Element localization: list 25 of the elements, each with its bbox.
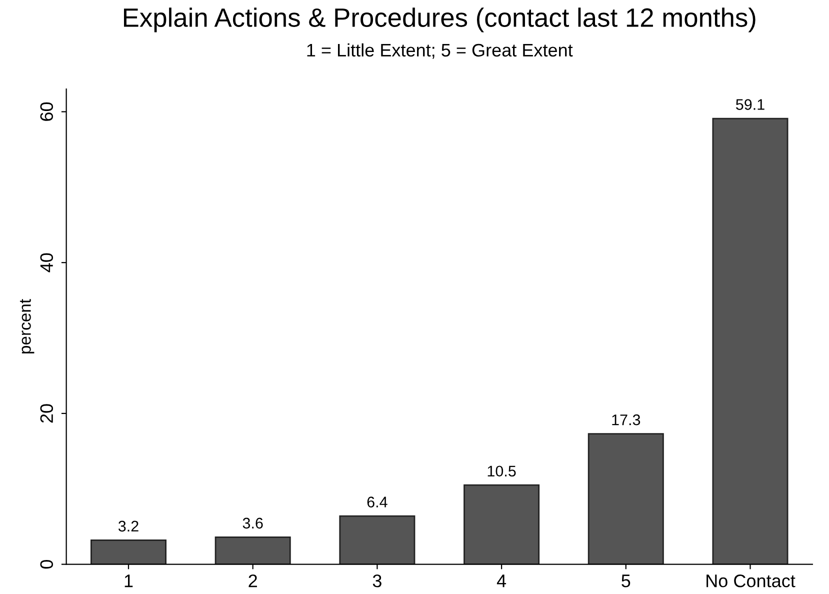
data-label: 10.5 <box>488 466 516 477</box>
x-tick-label: 3 <box>372 574 382 588</box>
x-tick-label: 5 <box>622 574 630 588</box>
bar <box>588 433 664 564</box>
x-tick-label: No Contact <box>706 574 796 588</box>
x-tick-label: 1 <box>124 574 133 588</box>
x-tick-label: 2 <box>248 574 257 588</box>
bar <box>214 536 291 564</box>
y-tick-label: 60 <box>40 102 54 121</box>
bar <box>90 539 166 564</box>
chart-subtitle: 1 = Little Extent; 5 = Great Extent <box>307 43 573 59</box>
y-tick-label: 40 <box>40 253 54 272</box>
bar <box>712 118 788 564</box>
data-label: 6.4 <box>367 496 388 508</box>
x-tick-label: 4 <box>496 574 506 588</box>
bar <box>464 484 540 564</box>
y-axis-title: percent <box>20 299 34 354</box>
data-label: 59.1 <box>736 99 764 110</box>
chart-title: Explain Actions & Procedures (contact last 12 months) <box>124 8 756 32</box>
bar <box>339 515 416 564</box>
data-label: 3.2 <box>118 520 138 532</box>
y-tick-label: 20 <box>40 404 54 423</box>
data-label: 3.6 <box>242 518 263 529</box>
y-tick-label: 0 <box>40 560 54 569</box>
data-label: 17.3 <box>612 414 640 426</box>
